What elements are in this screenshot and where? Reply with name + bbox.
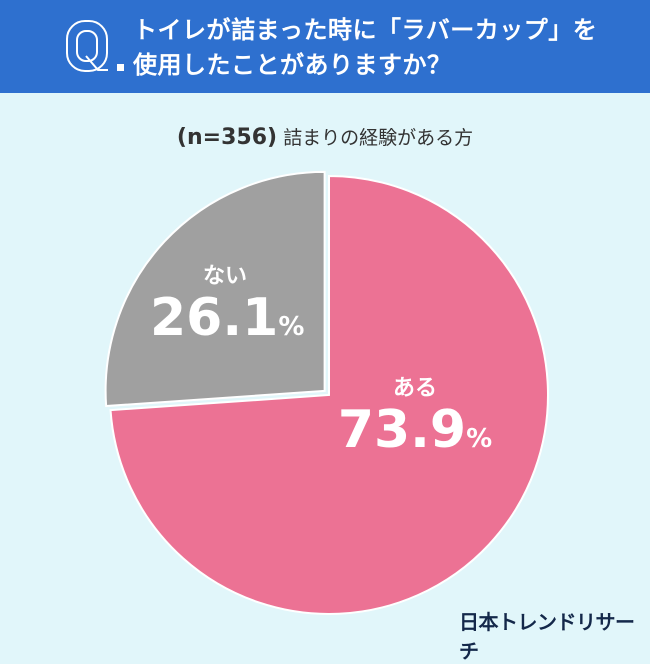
label-no: ない 26.1% xyxy=(150,258,304,348)
q-dot xyxy=(117,64,124,71)
question-line-1: トイレが詰まった時に「ラバーカップ」を xyxy=(133,16,598,44)
pie-chart xyxy=(104,170,549,615)
brand-logo: 日本トレンドリサーチ xyxy=(459,610,635,663)
label-yes-name: ある xyxy=(392,376,437,401)
label-no-name: ない xyxy=(202,264,247,289)
label-yes-unit: % xyxy=(466,424,493,454)
question-line-2: 使用したことがありますか？ xyxy=(133,51,452,79)
pie-slice-no xyxy=(104,170,326,408)
sample-size: (n=356) xyxy=(176,125,278,150)
question-text: トイレが詰まった時に「ラバーカップ」を 使用したことがありますか？ xyxy=(133,13,597,83)
sample-description: (n=356) 詰まりの経験がある方 xyxy=(0,123,650,150)
label-no-value: 26.1 xyxy=(150,288,279,348)
sample-group: 詰まりの経験がある方 xyxy=(283,127,474,149)
q-letter-icon xyxy=(66,20,108,72)
question-header: トイレが詰まった時に「ラバーカップ」を 使用したことがありますか？ xyxy=(0,0,650,93)
label-yes-value: 73.9 xyxy=(337,400,467,460)
label-yes: ある 73.9% xyxy=(335,370,495,458)
pie-slice-yes xyxy=(109,174,549,615)
label-no-unit: % xyxy=(278,312,305,342)
